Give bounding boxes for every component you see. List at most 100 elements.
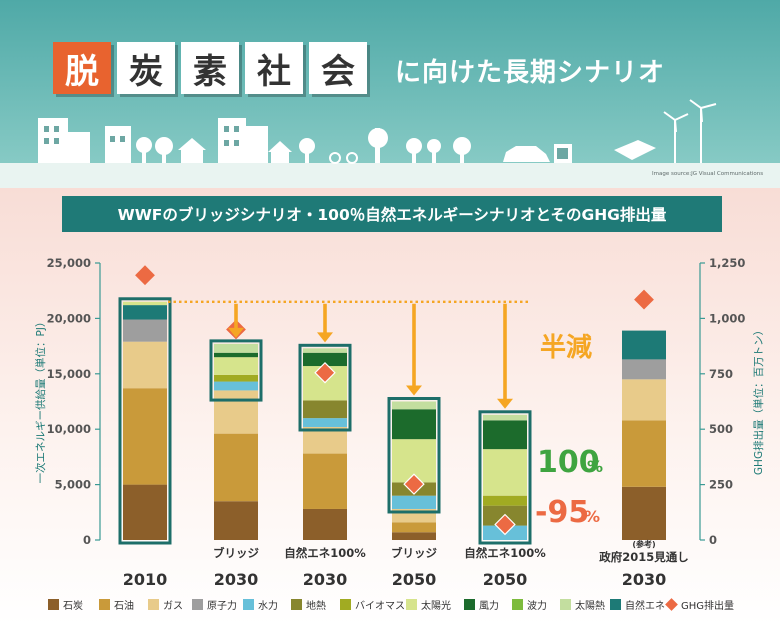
legend-label: 地熱: [306, 599, 326, 612]
title-char-4: 社: [245, 42, 303, 94]
legend-swatch: [610, 599, 621, 610]
legend-swatch: [464, 599, 475, 610]
bar-segment: [214, 357, 258, 375]
bar-highlight-frame: [478, 410, 532, 545]
header-title-rest: に向けた長期シナリオ: [395, 58, 666, 88]
bar-segment: [483, 420, 527, 450]
bar-segment: [123, 341, 167, 389]
chart-title-banner: WWFのブリッジシナリオ・100％自然エネルギーシナリオとそのGHG排出量: [62, 196, 722, 232]
legend-swatch: [340, 599, 351, 610]
reduction-arrowhead: [317, 332, 333, 343]
bar-segment: [392, 401, 436, 410]
ghg-marker: [634, 289, 654, 310]
bar-segment: [123, 484, 167, 540]
reduction-arrowhead: [406, 385, 422, 396]
axes-group: 0 5,000 10,000 15,000 20,000 25,000 0 250 500 750…: [34, 256, 765, 547]
right-tick-label: 750: [709, 367, 733, 381]
bar-segment: [123, 301, 167, 306]
right-axis-title: GHG排出量（単位：百万トン）: [752, 325, 765, 475]
right-tick-label: 1,000: [709, 311, 745, 325]
building-windows: [44, 126, 568, 159]
title-char-5: 会: [309, 42, 367, 94]
bar-segment: [303, 352, 347, 367]
right-tick-label: 250: [709, 478, 733, 492]
left-tick-label: 10,000: [47, 422, 91, 436]
left-axis-title: 一次エネルギー供給量（単位：PJ）: [34, 317, 47, 484]
bar-segment: [622, 330, 666, 360]
category-labels-group: 2010 ブリッジ 2030 自然エネ100% 2030 ブリッジ 2050 自然エネ100%…: [123, 539, 689, 589]
ghg-marker: [403, 473, 425, 495]
bar-sub-label: ブリッジ: [391, 546, 437, 560]
bar-segment: [214, 390, 258, 434]
legend-label: 波力: [527, 599, 547, 612]
half-reduction-label: 半減: [540, 333, 592, 363]
bar-segment: [303, 418, 347, 427]
left-tick-label: 25,000: [47, 256, 91, 270]
bar-segment: [392, 532, 436, 540]
left-tick-label: 20,000: [47, 311, 91, 325]
renewable-percent-sign: %: [587, 457, 603, 476]
bar-segment: [392, 522, 436, 533]
bar-segment: [483, 414, 527, 421]
legend-label: 太陽熱: [575, 599, 605, 612]
bar-segment: [622, 420, 666, 487]
bar-segment: [303, 453, 347, 509]
legend-swatch: [406, 599, 417, 610]
ghg-marker: [314, 361, 336, 384]
right-tick-label: 1,250: [709, 256, 745, 270]
legend-label: GHG排出量: [681, 599, 734, 612]
legend-label: 風力: [479, 599, 499, 612]
bar-segment: [123, 305, 167, 320]
left-tick-label: 0: [83, 533, 91, 547]
bar-segment: [622, 379, 666, 421]
left-tick-label: 15,000: [47, 367, 91, 381]
legend-label: 自然エネ: [625, 599, 665, 612]
legend-swatch: [192, 599, 203, 610]
cityscape-illustration: [38, 99, 717, 164]
legend-label: ガス: [163, 600, 183, 612]
bar-segment: [214, 374, 258, 382]
legend-swatch: [291, 599, 302, 610]
right-tick-label: 500: [709, 422, 733, 436]
title-char-1: 脱: [53, 42, 111, 94]
bar-year-label: 2030: [214, 570, 259, 589]
bar-segment: [214, 381, 258, 391]
bar-segment: [392, 495, 436, 509]
bar-year-label: 2030: [303, 570, 348, 589]
bar-segment: [303, 400, 347, 419]
bar-segment: [214, 433, 258, 502]
bar-segment: [622, 486, 666, 540]
bar-sub-label: 自然エネ100%: [464, 546, 546, 560]
bar-highlight-frame: [298, 343, 352, 432]
ghg-reduction-percent-sign: %: [584, 507, 600, 526]
bar-highlight-frame: [118, 297, 172, 545]
right-tick-label: 0: [709, 533, 717, 547]
bar-highlight-frame: [209, 339, 263, 402]
bar-sub-label: 政府2015見通し: [599, 550, 689, 564]
bar-year-label: 2050: [483, 570, 528, 589]
bar-segment: [303, 508, 347, 540]
legend-swatch: [512, 599, 523, 610]
bar-segment: [123, 388, 167, 485]
bar-year-label: 2010: [123, 570, 168, 589]
legend-label: バイオマス: [355, 600, 405, 612]
legend-swatch: [99, 599, 110, 610]
bar-highlight-frame: [387, 397, 441, 514]
legend-label: 原子力: [207, 599, 237, 612]
ghg-reduction-label: -95: [535, 495, 589, 530]
legend-label: 水力: [258, 599, 278, 612]
bar-sub-label: 自然エネ100%: [284, 546, 366, 560]
bar-year-label: 2030: [622, 570, 667, 589]
image-credit: Image source:JG Visual Communications: [652, 171, 764, 177]
bar-segment: [303, 348, 347, 353]
legend-label: 石炭: [63, 600, 83, 612]
legend-swatch: [148, 599, 159, 610]
legend-label: 石油: [114, 599, 134, 612]
bar-segment: [483, 495, 527, 506]
header-ground: [0, 163, 780, 188]
ghg-marker: [494, 513, 516, 536]
bar-segment: [123, 319, 167, 342]
bar-segment: [214, 352, 258, 358]
